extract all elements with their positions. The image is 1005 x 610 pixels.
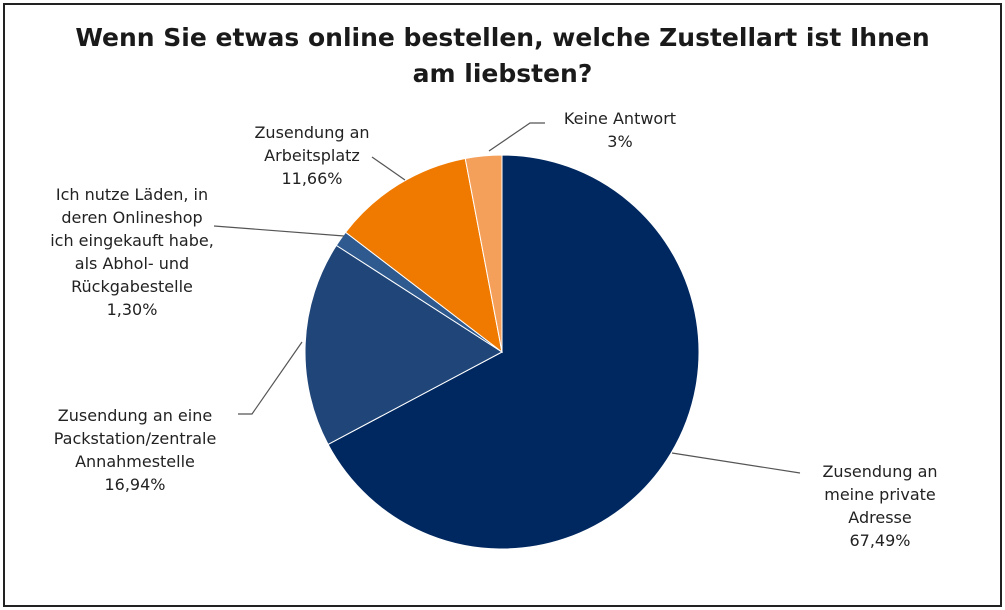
pie-slice-no-answer xyxy=(464,154,503,353)
slice-label-line: Rückgabestelle xyxy=(71,277,193,296)
slice-label-line: Ich nutze Läden, in xyxy=(55,185,209,204)
slice-value-label: 1,30% xyxy=(106,300,158,319)
slice-label-line: ich eingekauft habe, xyxy=(50,231,214,250)
slice-value-label: 11,66% xyxy=(281,169,343,188)
chart-title: Wenn Sie etwas online bestellen, welche … xyxy=(0,20,1005,92)
slice-label-line: Zusendung an eine xyxy=(57,406,213,425)
slice-label-line: Zusendung an xyxy=(254,123,370,142)
slice-label-line: Arbeitsplatz xyxy=(264,146,360,165)
pie-slice-workplace xyxy=(344,157,503,354)
slice-value-label: 3% xyxy=(607,132,633,151)
chart-title-line-1: Wenn Sie etwas online bestellen, welche … xyxy=(75,23,930,52)
pie-slice-packstation xyxy=(304,244,503,446)
slice-label-line: deren Onlineshop xyxy=(61,208,203,227)
leader-line-workplace xyxy=(371,156,406,181)
slice-label-line: Annahmestelle xyxy=(75,452,195,471)
slice-label-local-stores: Ich nutze Läden, in deren Onlineshop ich… xyxy=(22,183,242,321)
chart-title-line-2: am liebsten? xyxy=(412,59,593,88)
slice-label-workplace: Zusendung an Arbeitsplatz 11,66% xyxy=(232,121,392,190)
slice-label-packstation: Zusendung an eine Packstation/zentrale A… xyxy=(20,404,250,496)
slice-label-private-address: Zusendung an meine private Adresse 67,49… xyxy=(790,460,970,552)
slice-label-line: Adresse xyxy=(848,508,912,527)
slice-value-label: 16,94% xyxy=(104,475,166,494)
slice-label-line: Keine Antwort xyxy=(563,109,677,128)
slice-label-no-answer: Keine Antwort 3% xyxy=(540,107,700,153)
leader-line-local-stores xyxy=(213,225,345,237)
leader-line-no-answer xyxy=(488,122,545,152)
slice-value-label: 67,49% xyxy=(849,531,911,550)
slice-label-line: Zusendung an xyxy=(822,462,938,481)
slice-label-line: meine private xyxy=(824,485,936,504)
leader-line-private-address xyxy=(671,452,801,474)
slice-label-line: als Abhol- und xyxy=(74,254,190,273)
leader-line-packstation xyxy=(238,341,303,415)
pie-slice-private-address xyxy=(327,154,700,550)
slice-label-line: Packstation/zentrale xyxy=(53,429,217,448)
